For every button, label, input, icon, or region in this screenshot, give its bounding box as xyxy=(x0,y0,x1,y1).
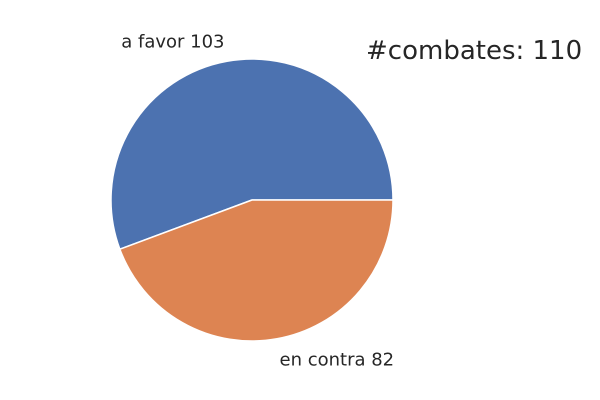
pie-slices xyxy=(110,58,394,342)
pie-slice-1 xyxy=(110,58,394,250)
pie-slice-label-1: a favor 103 xyxy=(121,31,224,52)
pie-slice-label-2: en contra 82 xyxy=(280,349,395,370)
combat-count-annotation: #combates: 110 xyxy=(366,36,582,66)
pie-slice-2 xyxy=(119,199,394,342)
pie-labels: a favor 103 en contra 82 xyxy=(121,31,394,370)
